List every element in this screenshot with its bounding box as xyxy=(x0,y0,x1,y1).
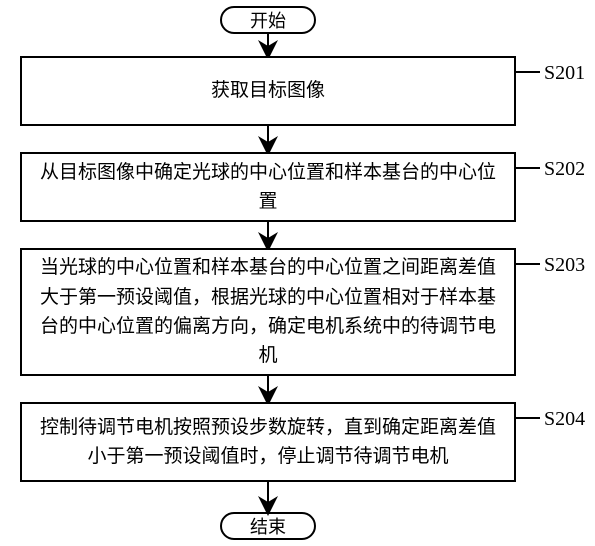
flowchart-step-text: 从目标图像中确定光球的中心位置和样本基台的中心位置 xyxy=(40,158,496,217)
flowchart-step-s202: 从目标图像中确定光球的中心位置和样本基台的中心位置 xyxy=(20,152,516,222)
step-label-s204: S204 xyxy=(544,408,585,431)
step-label-s203: S203 xyxy=(544,254,585,277)
step-label-s201: S201 xyxy=(544,62,585,85)
flowchart-step-s203: 当光球的中心位置和样本基台的中心位置之间距离差值大于第一预设阈值，根据光球的中心… xyxy=(20,248,516,376)
flowchart-step-text: 获取目标图像 xyxy=(211,76,325,105)
flowchart-step-s204: 控制待调节电机按照预设步数旋转，直到确定距离差值小于第一预设阈值时，停止调节待调… xyxy=(20,402,516,482)
flowchart-step-text: 控制待调节电机按照预设步数旋转，直到确定距离差值小于第一预设阈值时，停止调节待调… xyxy=(40,413,496,472)
flowchart-step-s201: 获取目标图像 xyxy=(20,56,516,126)
flowchart-step-text: 当光球的中心位置和样本基台的中心位置之间距离差值大于第一预设阈值，根据光球的中心… xyxy=(40,253,496,371)
step-label-s202: S202 xyxy=(544,158,585,181)
